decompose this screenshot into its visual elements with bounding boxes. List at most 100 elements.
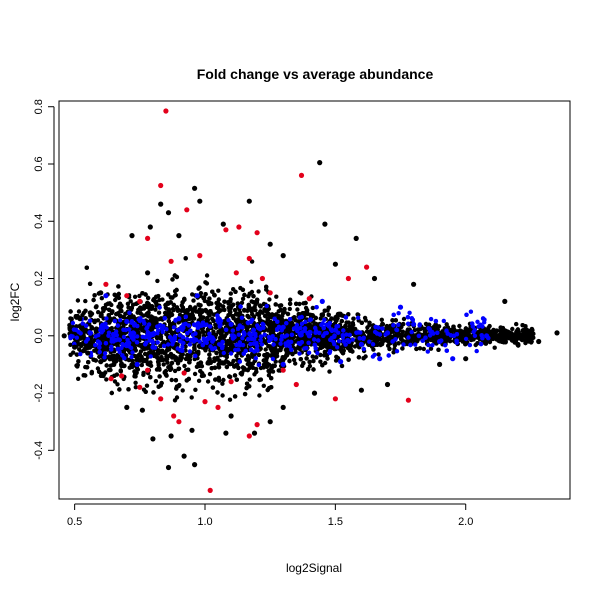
data-point [132, 369, 137, 374]
data-point [294, 301, 299, 306]
data-point [350, 321, 355, 326]
data-point [84, 365, 90, 370]
data-point [498, 332, 503, 338]
data-point [529, 326, 535, 332]
data-point [363, 318, 368, 323]
data-point [139, 362, 144, 368]
data-point-blue [315, 350, 320, 356]
data-point [273, 302, 278, 307]
data-point [116, 284, 121, 289]
data-point-blue [104, 316, 109, 321]
data-point [118, 369, 124, 374]
data-point [180, 305, 186, 310]
data-point [204, 318, 209, 324]
data-point-blue [463, 336, 469, 342]
data-point-blue [200, 320, 206, 325]
data-point-blue [299, 314, 304, 320]
data-point [266, 311, 271, 317]
data-point [239, 300, 245, 305]
data-point-blue [361, 346, 366, 352]
data-point [269, 376, 274, 381]
data-point-blue [83, 323, 89, 328]
data-point [72, 344, 78, 350]
data-point [347, 324, 352, 329]
data-point-blue [115, 323, 121, 328]
data-point-blue [70, 320, 76, 326]
data-point [100, 306, 106, 311]
data-point [466, 330, 471, 335]
data-point-blue [115, 346, 121, 352]
data-point-blue [186, 323, 192, 328]
data-point-blue [287, 317, 293, 322]
data-point-blue [125, 337, 130, 343]
data-point [220, 221, 226, 227]
data-point [287, 328, 293, 334]
data-point [174, 395, 180, 400]
data-point-blue [74, 335, 80, 340]
data-point-blue [386, 353, 391, 358]
data-point [106, 367, 112, 373]
data-point-blue [298, 325, 303, 331]
data-point-blue [474, 348, 479, 354]
data-point-blue [478, 341, 484, 347]
data-point [168, 311, 174, 316]
data-point [174, 384, 180, 389]
data-point [124, 404, 130, 410]
data-point-blue [238, 304, 243, 309]
data-point-blue [391, 323, 396, 328]
data-point [197, 285, 202, 290]
data-point [270, 369, 276, 374]
data-point-blue [343, 315, 349, 320]
data-point-blue [117, 337, 122, 343]
data-point [310, 305, 315, 311]
data-point [217, 309, 222, 314]
data-point [224, 364, 230, 370]
data-point [189, 427, 195, 433]
data-point-blue [251, 341, 256, 346]
data-point-blue [282, 334, 287, 339]
data-point [510, 326, 515, 332]
data-point [191, 307, 196, 312]
data-point-blue [155, 331, 160, 336]
data-point-blue [312, 342, 317, 348]
data-point [339, 318, 344, 324]
data-point [394, 331, 399, 337]
data-point [304, 356, 309, 361]
data-point-blue [207, 324, 213, 329]
data-point [251, 430, 258, 436]
data-point [332, 261, 338, 267]
data-point-blue [242, 332, 247, 337]
data-point [137, 293, 142, 299]
data-point [87, 310, 93, 316]
data-point-blue [197, 339, 202, 344]
data-point [201, 329, 206, 335]
data-point [340, 313, 345, 318]
data-point-blue [327, 320, 332, 326]
data-point-blue [196, 324, 201, 330]
data-point [490, 336, 496, 342]
data-point [156, 348, 161, 353]
data-point [379, 317, 384, 322]
data-point-blue [248, 333, 254, 338]
data-point [426, 322, 432, 327]
data-point-blue [320, 321, 325, 326]
data-point-blue [286, 343, 292, 348]
data-point-blue [87, 318, 93, 323]
data-point [207, 371, 213, 377]
data-point [483, 341, 488, 346]
data-point-blue [109, 347, 114, 352]
data-point-blue [425, 349, 430, 354]
data-point [247, 291, 252, 296]
data-point-blue [307, 317, 312, 323]
data-point [170, 331, 175, 336]
data-point-blue [93, 343, 98, 348]
data-point [536, 338, 542, 345]
data-point [207, 296, 212, 301]
data-point [95, 366, 101, 371]
data-point-blue [299, 340, 304, 345]
data-point-blue [157, 305, 162, 310]
data-point [267, 297, 272, 302]
data-point [140, 291, 145, 296]
data-point [124, 318, 130, 325]
